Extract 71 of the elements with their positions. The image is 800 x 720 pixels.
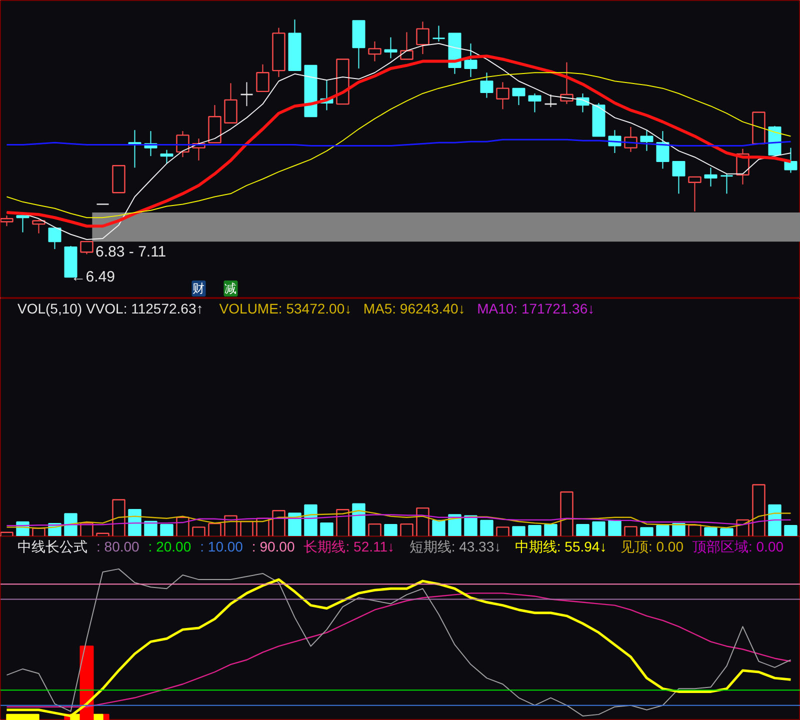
bar	[672, 522, 686, 536]
text: 中期线: 55.94↓	[514, 538, 607, 554]
bar	[128, 508, 142, 536]
bar	[528, 525, 542, 536]
text: 顶部区域: 0.00	[692, 538, 784, 554]
ref-line-label: : 10.00	[200, 538, 244, 554]
bar	[64, 513, 78, 536]
bar	[784, 525, 798, 536]
bar	[576, 524, 590, 536]
bar	[480, 520, 494, 536]
bar	[640, 527, 654, 536]
candlestick	[528, 92, 542, 113]
bar	[512, 526, 526, 536]
candlestick	[432, 25, 446, 42]
candlestick	[480, 72, 494, 98]
ref-line-label: : 80.00	[96, 538, 140, 554]
bar	[768, 504, 782, 536]
bar	[144, 520, 158, 536]
bar	[592, 521, 606, 536]
candlestick	[240, 82, 254, 107]
text: MA5: 96243.40↓	[363, 300, 466, 316]
candlestick	[464, 43, 478, 78]
text: MA10: 171721.36↓	[477, 300, 595, 316]
ref-line-label: : 90.00	[252, 538, 295, 554]
text: 见顶: 0.00	[620, 538, 684, 554]
candlestick	[256, 64, 270, 92]
bar	[320, 522, 334, 536]
candlestick	[48, 228, 62, 250]
bar	[304, 504, 318, 536]
candlestick	[32, 219, 46, 234]
candlestick	[16, 215, 30, 233]
bar	[448, 514, 462, 536]
chart-title: VOL(5,10) VVOL: 112572.63↑	[18, 300, 204, 316]
bar	[608, 520, 622, 536]
candlestick	[496, 82, 510, 110]
candlestick	[368, 40, 382, 62]
candlestick	[128, 130, 142, 168]
bar	[464, 515, 478, 536]
chart-title: 中线长公式	[18, 538, 88, 554]
candlestick	[784, 147, 798, 174]
candlestick	[544, 94, 558, 108]
annotation: ←6.49	[70, 268, 115, 286]
candlestick	[384, 36, 398, 59]
candlestick	[400, 32, 414, 60]
candlestick	[224, 82, 238, 124]
candlestick	[80, 240, 94, 255]
bar	[656, 525, 670, 536]
candlestick	[416, 21, 430, 55]
bar	[352, 503, 366, 536]
bar	[704, 527, 718, 536]
ref-line-label: : 20.00	[148, 538, 192, 554]
band-label: 6.83 - 7.11	[96, 244, 166, 261]
text: 短期线: 43.33↓	[409, 538, 502, 554]
candlestick	[160, 149, 174, 164]
bar	[432, 520, 446, 536]
candlestick	[704, 167, 718, 187]
text: 减	[224, 282, 237, 296]
candlestick	[512, 88, 526, 106]
bar	[544, 524, 558, 536]
text: 财	[192, 282, 205, 296]
candlestick	[656, 130, 670, 170]
text: 长期线: 52.11↓	[304, 538, 395, 554]
candlestick	[640, 130, 654, 152]
bar	[288, 512, 302, 536]
candlestick	[672, 160, 686, 194]
bar	[384, 524, 398, 536]
bar	[160, 524, 174, 536]
text: VOLUME: 53472.00↓	[219, 300, 352, 316]
candlestick	[688, 176, 702, 212]
bar	[720, 528, 734, 536]
candlestick	[720, 173, 734, 194]
